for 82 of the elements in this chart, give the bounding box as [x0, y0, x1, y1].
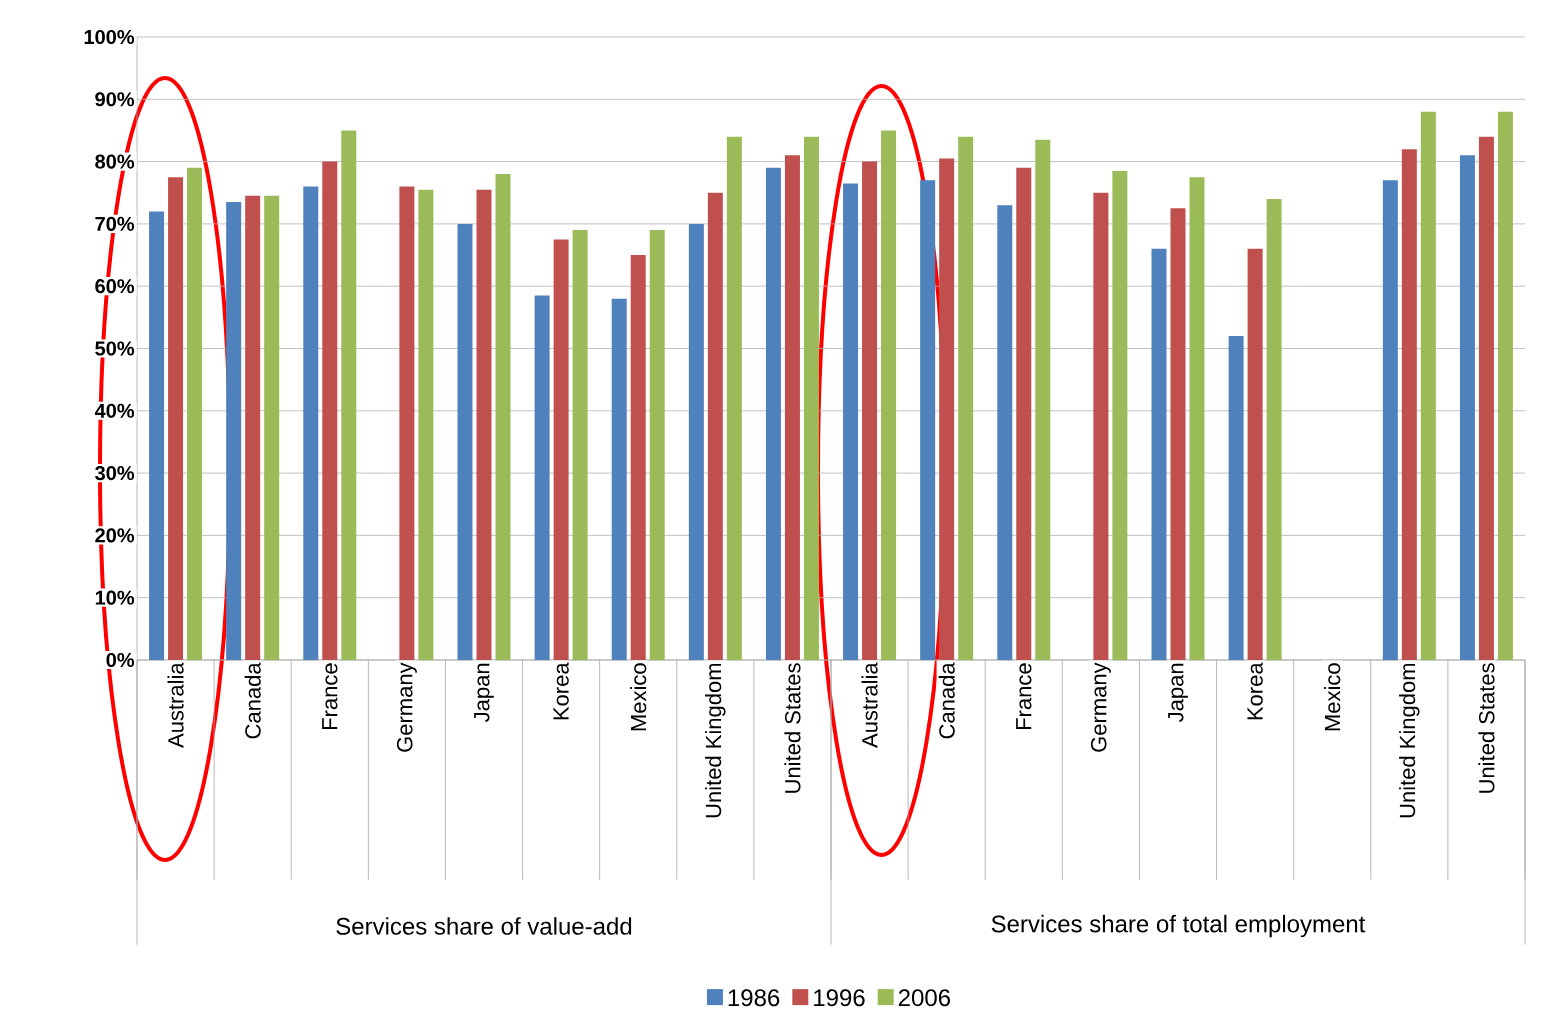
x-tick-label: Canada [244, 662, 261, 739]
y-tick-label: 100% [84, 29, 135, 45]
x-tick-label: United Kingdom [1399, 663, 1420, 818]
text: Services share of total employment [991, 914, 1366, 938]
bar [611, 298, 627, 660]
bar [1401, 149, 1417, 660]
y-tick-label: 50% [95, 341, 135, 356]
bar [572, 230, 588, 660]
bar [881, 130, 897, 660]
bar [303, 186, 319, 660]
bar [1170, 208, 1186, 660]
x-tick-label: Mexico [630, 663, 647, 731]
x-tick-label: Japan [474, 663, 494, 722]
bar [1035, 139, 1051, 660]
bar [341, 130, 357, 660]
x-tick-label: Germany [1090, 662, 1111, 752]
y-tick-label: 40% [94, 403, 135, 418]
y-tick-label: 10% [95, 590, 135, 605]
bar [534, 295, 550, 660]
bar [1093, 192, 1109, 660]
bar [1497, 111, 1513, 660]
x-tick-label: France [1016, 663, 1032, 730]
bar [1266, 198, 1282, 660]
bar [997, 205, 1013, 660]
bar [1016, 167, 1032, 660]
bar [1228, 336, 1244, 660]
bar [1189, 177, 1205, 660]
bar [630, 255, 646, 660]
legend-label: 1986 [728, 989, 780, 1007]
bar [322, 161, 338, 660]
x-tick-label: France [322, 663, 338, 730]
x-tick-label: United Kingdom [705, 663, 726, 818]
bar [418, 189, 434, 660]
bar [399, 186, 415, 660]
x-tick-label: Australia [861, 662, 878, 748]
bar [149, 211, 165, 660]
x-tick-label: Germany [396, 662, 417, 752]
bar [1247, 248, 1263, 660]
bar [1420, 111, 1436, 660]
y-tick-label: 80% [95, 154, 135, 169]
x-tick-label: Mexico [1324, 663, 1341, 731]
bar [1382, 180, 1398, 660]
x-tick-label: United States [784, 663, 801, 793]
x-tick-label: Australia [167, 662, 184, 748]
bar [784, 155, 800, 660]
bar [226, 202, 242, 660]
y-tick-label: 70% [95, 216, 135, 231]
y-tick-label: 30% [95, 466, 135, 481]
x-tick-label: Korea [1247, 662, 1263, 720]
legend-label: 2006 [898, 989, 951, 1007]
bar [1459, 155, 1475, 660]
x-tick-label: Korea [553, 662, 569, 720]
bar [476, 189, 492, 660]
bar [726, 136, 742, 660]
bar [264, 195, 280, 660]
bar [245, 195, 261, 660]
bar [1151, 248, 1167, 660]
bar [1478, 136, 1494, 660]
bar [862, 161, 878, 660]
text: Services share of value-add [336, 917, 632, 935]
x-tick-label: United States [1478, 663, 1495, 793]
legend-label: 1996 [814, 989, 865, 1007]
x-tick-label: Japan [1168, 663, 1188, 722]
bar [688, 223, 704, 660]
x-tick-label: Canada [938, 662, 955, 739]
bar [495, 174, 511, 660]
bar [553, 239, 569, 660]
y-tick-label: 90% [95, 92, 135, 107]
bar [920, 180, 936, 660]
y-tick-label: 20% [95, 528, 135, 543]
y-tick-label: 60% [95, 279, 135, 294]
bar [1112, 170, 1128, 660]
bar [843, 183, 859, 660]
bar [765, 167, 781, 660]
bar [187, 167, 203, 660]
bar [803, 136, 819, 660]
bar [168, 177, 184, 660]
bar [457, 223, 473, 660]
bar [958, 136, 974, 660]
bar [649, 230, 665, 660]
bar [707, 192, 723, 660]
y-tick-label: 0% [106, 652, 135, 668]
